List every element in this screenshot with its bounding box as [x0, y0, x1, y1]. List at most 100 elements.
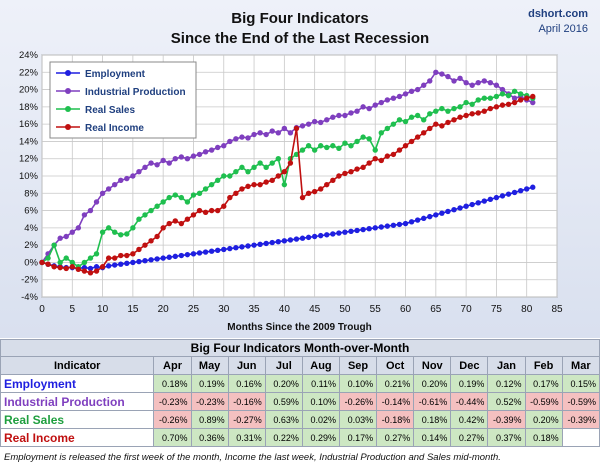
table-cell — [561, 428, 600, 447]
data-point-industrial-production — [275, 130, 281, 136]
x-tick-label: 75 — [491, 304, 503, 315]
data-point-employment — [251, 242, 257, 248]
data-point-real-sales — [299, 147, 306, 153]
data-point-real-income — [269, 177, 275, 184]
data-point-real-income — [451, 117, 457, 123]
data-point-employment — [451, 207, 457, 213]
data-point-real-sales — [105, 225, 112, 231]
month-header: Oct — [376, 356, 415, 375]
data-point-employment — [433, 212, 439, 218]
data-point-real-income — [81, 268, 88, 274]
data-point-industrial-production — [530, 99, 536, 106]
data-point-real-income — [324, 181, 330, 188]
data-point-real-income — [487, 105, 494, 112]
y-tick-label: -4% — [21, 292, 38, 303]
data-point-industrial-production — [439, 71, 445, 77]
y-tick-label: 18% — [19, 102, 39, 113]
data-point-employment — [275, 238, 281, 245]
data-point-industrial-production — [318, 119, 324, 126]
table-cell: -0.44% — [450, 392, 489, 411]
data-point-employment — [105, 263, 112, 269]
data-point-real-income — [493, 104, 500, 110]
data-point-real-income — [215, 207, 221, 214]
data-point-real-sales — [208, 181, 215, 188]
data-point-real-sales — [178, 194, 185, 201]
data-point-employment — [166, 254, 172, 260]
data-point-real-income — [281, 168, 288, 175]
data-point-real-sales — [378, 130, 384, 136]
y-tick-label: 14% — [19, 136, 39, 147]
data-point-industrial-production — [184, 156, 191, 162]
data-point-real-income — [305, 190, 312, 196]
data-point-industrial-production — [469, 82, 475, 88]
data-point-industrial-production — [148, 160, 154, 166]
data-point-real-sales — [118, 232, 124, 238]
data-point-real-income — [93, 268, 100, 274]
data-point-real-sales — [311, 147, 318, 153]
data-point-real-income — [184, 216, 191, 222]
data-point-real-sales — [245, 168, 251, 175]
data-point-real-sales — [402, 118, 409, 125]
legend-label: Employment — [85, 69, 146, 80]
y-tick-label: -2% — [21, 275, 38, 286]
data-point-real-income — [463, 112, 469, 119]
data-point-real-sales — [505, 92, 512, 99]
data-point-industrial-production — [239, 134, 245, 140]
data-point-real-sales — [384, 125, 391, 132]
data-point-employment — [427, 213, 433, 220]
data-point-industrial-production — [263, 131, 269, 138]
table-cell: 0.22% — [264, 428, 303, 447]
data-point-industrial-production — [390, 95, 397, 101]
table-cell: 0.52% — [487, 392, 526, 411]
data-point-real-income — [408, 138, 415, 145]
table-row: Employment 0.18% 0.19% 0.16% 0.20% 0.11% 0.10%… — [0, 374, 600, 393]
data-point-real-sales — [330, 143, 336, 149]
data-point-employment — [330, 231, 336, 237]
table-cell: 0.17% — [524, 374, 563, 393]
data-point-employment — [505, 191, 512, 197]
table-cell: 0.31% — [227, 428, 266, 447]
x-tick-label: 65 — [430, 304, 442, 315]
table-cell: 0.11% — [301, 374, 341, 393]
data-point-industrial-production — [463, 79, 469, 86]
data-point-industrial-production — [221, 143, 227, 149]
data-point-employment — [269, 239, 275, 246]
month-header: May — [190, 356, 229, 375]
table-cell: 0.29% — [301, 428, 341, 447]
data-point-employment — [233, 245, 239, 251]
data-point-employment — [215, 247, 221, 254]
data-point-real-sales — [281, 181, 288, 188]
date-label: April 2016 — [538, 23, 588, 35]
data-point-real-income — [299, 194, 306, 201]
month-over-month-table: Big Four Indicators Month-over-Month Ind… — [0, 339, 600, 447]
data-point-real-sales — [221, 173, 227, 179]
data-point-real-income — [75, 266, 82, 273]
month-header: Jan — [487, 356, 526, 375]
table-cell: -0.23% — [153, 392, 192, 411]
data-point-real-sales — [51, 242, 57, 248]
data-point-real-sales — [421, 117, 427, 123]
table-cell: 0.20% — [524, 410, 563, 429]
data-point-real-sales — [457, 104, 463, 110]
data-point-real-income — [402, 143, 409, 149]
data-point-real-income — [251, 181, 257, 188]
data-point-employment — [384, 223, 391, 229]
data-point-industrial-production — [421, 82, 427, 88]
data-point-real-sales — [215, 177, 221, 184]
table-cell: 0.17% — [338, 428, 378, 447]
data-point-employment — [354, 227, 360, 234]
x-tick-label: 15 — [127, 304, 139, 315]
data-point-industrial-production — [136, 168, 142, 175]
data-point-employment — [439, 210, 445, 216]
data-point-real-sales — [493, 93, 500, 100]
data-point-industrial-production — [208, 147, 215, 153]
data-point-real-sales — [196, 190, 203, 196]
data-point-industrial-production — [342, 112, 348, 119]
table-cell: 0.14% — [413, 428, 452, 447]
data-point-industrial-production — [324, 117, 330, 123]
data-point-real-sales — [354, 138, 360, 145]
data-point-real-sales — [318, 143, 324, 149]
data-point-real-sales — [142, 212, 148, 218]
data-point-employment — [342, 229, 348, 235]
